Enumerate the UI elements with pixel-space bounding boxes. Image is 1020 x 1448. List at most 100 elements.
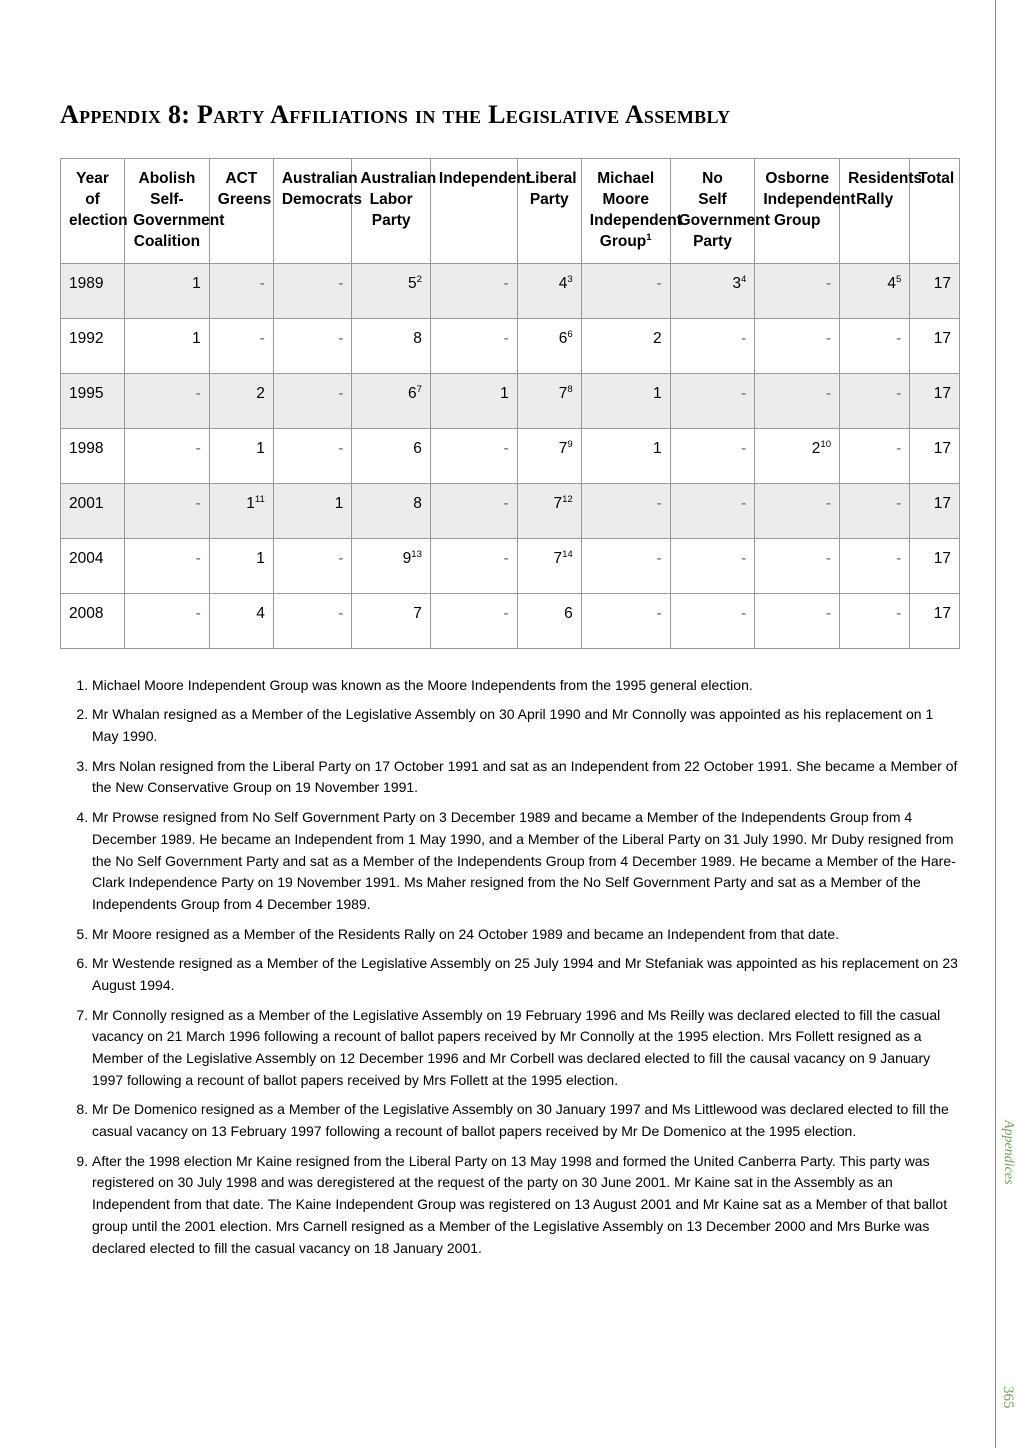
data-cell: -: [755, 373, 840, 428]
data-cell: -: [670, 593, 755, 648]
data-cell: 2: [581, 318, 670, 373]
footnote: Mr Prowse resigned from No Self Governme…: [92, 807, 960, 915]
table-row: 19921--8-662---17: [61, 318, 960, 373]
data-cell: 52: [352, 263, 431, 318]
data-cell: 1: [581, 428, 670, 483]
data-cell: -: [125, 428, 210, 483]
col-header: AustralianLaborParty: [352, 159, 431, 264]
data-cell: 17: [910, 428, 960, 483]
data-cell: 1: [209, 428, 273, 483]
data-cell: -: [430, 538, 517, 593]
page-title: Appendix 8: Party Affiliations in the Le…: [60, 100, 960, 130]
year-cell: 2008: [61, 593, 125, 648]
data-cell: 1: [209, 538, 273, 593]
col-header: NoSelfGovernmentParty: [670, 159, 755, 264]
data-cell: -: [125, 593, 210, 648]
data-cell: 7: [352, 593, 431, 648]
year-cell: 1998: [61, 428, 125, 483]
data-cell: 34: [670, 263, 755, 318]
data-cell: 210: [755, 428, 840, 483]
data-cell: 17: [910, 318, 960, 373]
data-cell: 1: [581, 373, 670, 428]
table-body: 19891--52-43-34-451719921--8-662---17199…: [61, 263, 960, 648]
data-cell: -: [273, 318, 352, 373]
table-row: 1998-1-6-791-210-17: [61, 428, 960, 483]
data-cell: -: [840, 483, 910, 538]
data-cell: -: [125, 538, 210, 593]
year-cell: 2004: [61, 538, 125, 593]
footnote: Mr Whalan resigned as a Member of the Le…: [92, 704, 960, 747]
data-cell: 17: [910, 373, 960, 428]
data-cell: -: [755, 318, 840, 373]
data-cell: -: [125, 483, 210, 538]
data-cell: -: [430, 318, 517, 373]
data-cell: 8: [352, 318, 431, 373]
footnote: Mrs Nolan resigned from the Liberal Part…: [92, 756, 960, 799]
footnote: Mr Moore resigned as a Member of the Res…: [92, 924, 960, 946]
data-cell: -: [209, 263, 273, 318]
table-row: 2008-4-7-6----17: [61, 593, 960, 648]
data-cell: -: [840, 318, 910, 373]
col-header: AustralianDemocrats: [273, 159, 352, 264]
data-cell: 4: [209, 593, 273, 648]
year-cell: 1989: [61, 263, 125, 318]
table-row: 1995-2-671781---17: [61, 373, 960, 428]
data-cell: -: [670, 373, 755, 428]
data-cell: -: [430, 428, 517, 483]
data-cell: 67: [352, 373, 431, 428]
data-cell: -: [755, 483, 840, 538]
year-cell: 1995: [61, 373, 125, 428]
year-cell: 1992: [61, 318, 125, 373]
data-cell: -: [581, 593, 670, 648]
data-cell: 1: [273, 483, 352, 538]
col-header: ACTGreens: [209, 159, 273, 264]
data-cell: 78: [517, 373, 581, 428]
data-cell: 17: [910, 483, 960, 538]
data-cell: 79: [517, 428, 581, 483]
data-cell: -: [670, 428, 755, 483]
table-row: 19891--52-43-34-4517: [61, 263, 960, 318]
data-cell: 1: [125, 263, 210, 318]
data-cell: 8: [352, 483, 431, 538]
year-cell: 2001: [61, 483, 125, 538]
data-cell: 913: [352, 538, 431, 593]
data-cell: -: [755, 538, 840, 593]
rail-page: 365: [999, 1386, 1016, 1409]
data-cell: -: [670, 483, 755, 538]
data-cell: 1: [430, 373, 517, 428]
col-header: AbolishSelf-GovernmentCoalition: [125, 159, 210, 264]
data-cell: 17: [910, 593, 960, 648]
right-rail: [995, 0, 996, 1448]
table-row: 2004-1-913-714----17: [61, 538, 960, 593]
data-cell: -: [430, 483, 517, 538]
data-cell: -: [430, 263, 517, 318]
data-cell: 66: [517, 318, 581, 373]
data-cell: -: [209, 318, 273, 373]
data-cell: 17: [910, 263, 960, 318]
data-cell: -: [125, 373, 210, 428]
header-row: Year ofelectionAbolishSelf-GovernmentCoa…: [61, 159, 960, 264]
data-cell: -: [273, 593, 352, 648]
data-cell: -: [273, 263, 352, 318]
rail-label: Appendices: [1000, 1120, 1016, 1185]
data-cell: -: [273, 538, 352, 593]
footnote: Michael Moore Independent Group was know…: [92, 675, 960, 697]
page: Appendix 8: Party Affiliations in the Le…: [0, 0, 1020, 1448]
data-cell: -: [430, 593, 517, 648]
col-header: OsborneIndependentGroup: [755, 159, 840, 264]
footnote: After the 1998 election Mr Kaine resigne…: [92, 1151, 960, 1259]
footnote: Mr Connolly resigned as a Member of the …: [92, 1005, 960, 1092]
data-cell: 6: [517, 593, 581, 648]
data-cell: -: [840, 593, 910, 648]
col-header: LiberalParty: [517, 159, 581, 264]
data-cell: -: [840, 373, 910, 428]
data-cell: -: [670, 538, 755, 593]
data-cell: -: [840, 428, 910, 483]
affiliations-table: Year ofelectionAbolishSelf-GovernmentCoa…: [60, 158, 960, 649]
col-header: Year ofelection: [61, 159, 125, 264]
data-cell: -: [581, 538, 670, 593]
data-cell: -: [273, 373, 352, 428]
footnotes: Michael Moore Independent Group was know…: [60, 675, 960, 1260]
data-cell: 17: [910, 538, 960, 593]
data-cell: 111: [209, 483, 273, 538]
